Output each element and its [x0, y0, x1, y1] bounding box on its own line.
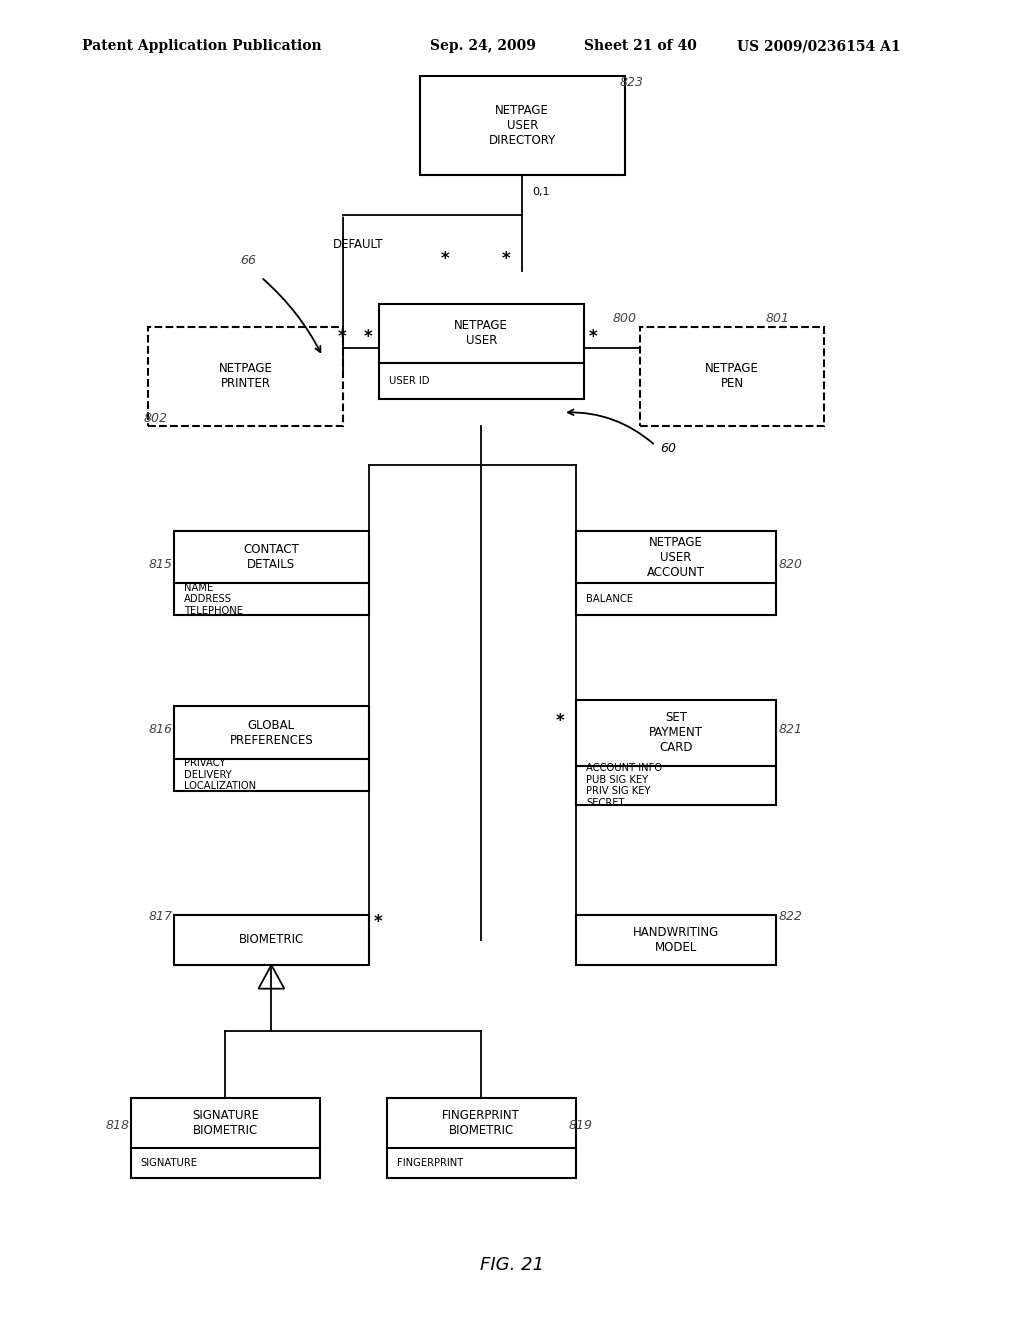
Text: Patent Application Publication: Patent Application Publication — [82, 40, 322, 53]
Text: 822: 822 — [778, 909, 802, 923]
Bar — [174, 706, 369, 791]
Bar — [174, 915, 369, 965]
Text: 815: 815 — [148, 557, 172, 570]
Text: *: * — [589, 327, 597, 346]
Text: 802: 802 — [143, 412, 167, 425]
Bar — [174, 531, 369, 615]
Text: *: * — [502, 249, 510, 268]
Text: SIGNATURE
BIOMETRIC: SIGNATURE BIOMETRIC — [191, 1109, 259, 1138]
Text: FIG. 21: FIG. 21 — [480, 1255, 544, 1274]
Text: ACCOUNT INFO
PUB SIG KEY
PRIV SIG KEY
SECRET: ACCOUNT INFO PUB SIG KEY PRIV SIG KEY SE… — [586, 763, 663, 808]
Text: *: * — [338, 327, 346, 346]
Text: 820: 820 — [778, 557, 802, 570]
Text: 800: 800 — [612, 312, 636, 325]
Text: 66: 66 — [241, 253, 257, 267]
Bar — [575, 700, 776, 805]
Bar — [640, 327, 824, 425]
Text: *: * — [364, 327, 372, 346]
Text: *: * — [555, 711, 564, 730]
Text: 817: 817 — [148, 909, 172, 923]
Text: BALANCE: BALANCE — [586, 594, 633, 605]
Bar — [420, 75, 625, 174]
Bar — [379, 304, 584, 399]
Text: CONTACT
DETAILS: CONTACT DETAILS — [244, 543, 299, 572]
Text: US 2009/0236154 A1: US 2009/0236154 A1 — [737, 40, 901, 53]
Text: NETPAGE
USER
ACCOUNT: NETPAGE USER ACCOUNT — [647, 536, 705, 578]
Bar — [131, 1098, 319, 1179]
Text: SET
PAYMENT
CARD: SET PAYMENT CARD — [649, 711, 702, 754]
Bar — [386, 1098, 575, 1179]
Text: 821: 821 — [778, 722, 802, 735]
Text: NAME
ADDRESS
TELEPHONE: NAME ADDRESS TELEPHONE — [184, 582, 244, 616]
Text: BIOMETRIC: BIOMETRIC — [239, 933, 304, 946]
Text: 60: 60 — [660, 442, 677, 455]
Text: NETPAGE
PEN: NETPAGE PEN — [706, 362, 759, 391]
Text: 823: 823 — [620, 75, 643, 88]
Text: *: * — [440, 249, 449, 268]
Bar — [148, 327, 343, 425]
Text: 818: 818 — [105, 1118, 129, 1131]
Bar — [575, 915, 776, 965]
Text: Sheet 21 of 40: Sheet 21 of 40 — [584, 40, 696, 53]
Text: Sep. 24, 2009: Sep. 24, 2009 — [430, 40, 536, 53]
Text: FINGERPRINT: FINGERPRINT — [396, 1159, 463, 1168]
Text: HANDWRITING
MODEL: HANDWRITING MODEL — [633, 925, 719, 954]
Text: DEFAULT: DEFAULT — [333, 238, 383, 251]
Text: NETPAGE
USER: NETPAGE USER — [455, 319, 508, 347]
Text: 819: 819 — [568, 1118, 592, 1131]
Text: *: * — [374, 912, 382, 931]
Text: 801: 801 — [766, 312, 790, 325]
Text: 0,1: 0,1 — [532, 186, 550, 197]
Text: PRIVACY
DELIVERY
LOCALIZATION: PRIVACY DELIVERY LOCALIZATION — [184, 758, 256, 792]
Text: USER ID: USER ID — [389, 376, 430, 385]
Text: 816: 816 — [148, 722, 172, 735]
Bar — [575, 531, 776, 615]
Text: SIGNATURE: SIGNATURE — [141, 1159, 198, 1168]
Text: GLOBAL
PREFERENCES: GLOBAL PREFERENCES — [229, 718, 313, 747]
Text: FINGERPRINT
BIOMETRIC: FINGERPRINT BIOMETRIC — [442, 1109, 520, 1138]
Text: NETPAGE
PRINTER: NETPAGE PRINTER — [219, 362, 272, 391]
Text: NETPAGE
USER
DIRECTORY: NETPAGE USER DIRECTORY — [488, 104, 556, 147]
